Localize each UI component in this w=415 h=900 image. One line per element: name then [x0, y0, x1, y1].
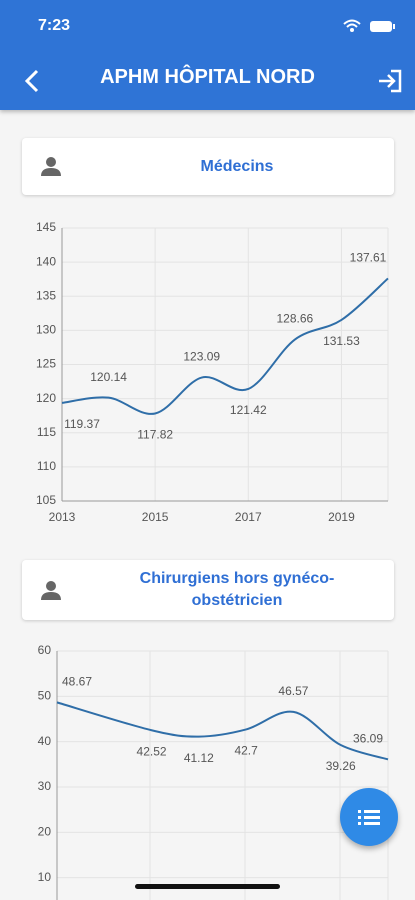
- x-tick-label: 2015: [142, 510, 169, 524]
- data-label: 39.26: [326, 759, 356, 773]
- x-tick-label: 2017: [235, 510, 262, 524]
- y-tick-label: 40: [38, 734, 52, 748]
- y-tick-label: 110: [37, 459, 56, 473]
- y-tick-label: 10: [38, 870, 52, 884]
- data-label: 131.53: [323, 334, 360, 348]
- list-button[interactable]: [340, 788, 398, 846]
- y-tick-label: 20: [38, 825, 52, 839]
- status-time: 7:23: [38, 17, 71, 34]
- y-tick-label: 140: [36, 254, 56, 268]
- y-tick-label: 30: [38, 779, 52, 793]
- y-tick-label: 145: [36, 220, 56, 234]
- person-icon: [41, 581, 61, 600]
- data-label: 117.82: [137, 428, 173, 442]
- status-icons: [343, 19, 395, 32]
- y-tick-label: 130: [36, 323, 56, 337]
- data-label: 42.52: [137, 744, 167, 758]
- person-icon: [41, 157, 61, 176]
- y-tick-label: 135: [36, 288, 56, 302]
- logout-button[interactable]: [377, 69, 403, 93]
- data-label: 46.57: [278, 684, 308, 698]
- data-label: 137.61: [350, 251, 387, 265]
- x-tick-label: 2013: [49, 510, 76, 524]
- data-line: [61, 277, 389, 415]
- y-tick-label: 115: [37, 425, 56, 439]
- data-line: [56, 701, 389, 761]
- y-tick-label: 60: [38, 643, 52, 657]
- data-label: 119.37: [64, 417, 100, 431]
- data-label: 121.42: [230, 403, 267, 417]
- y-tick-label: 105: [36, 493, 56, 507]
- data-label: 48.67: [62, 675, 92, 689]
- data-label: 120.14: [90, 370, 127, 384]
- y-tick-label: 120: [36, 391, 56, 405]
- card-title: Médecins: [200, 158, 274, 175]
- x-tick-label: 2019: [328, 510, 355, 524]
- back-button[interactable]: [20, 68, 44, 94]
- data-label: 42.7: [234, 744, 258, 758]
- home-indicator: [135, 884, 280, 889]
- data-label: 41.12: [184, 751, 214, 765]
- y-tick-label: 125: [36, 357, 56, 371]
- app-bar: 7:23 APHM HÔPITAL NORD: [0, 0, 415, 110]
- list-icon: [358, 810, 380, 825]
- y-tick-label: 50: [38, 689, 52, 703]
- card-title: Chirurgiens hors gynéco-obstétricien: [139, 570, 335, 609]
- category-card[interactable]: Médecins: [22, 138, 394, 195]
- data-label: 36.09: [353, 732, 383, 746]
- data-label: 128.66: [277, 312, 314, 326]
- app-title: APHM HÔPITAL NORD: [100, 66, 315, 88]
- category-card[interactable]: Chirurgiens hors gynéco-obstétricien: [22, 560, 394, 620]
- data-label: 123.09: [183, 350, 220, 364]
